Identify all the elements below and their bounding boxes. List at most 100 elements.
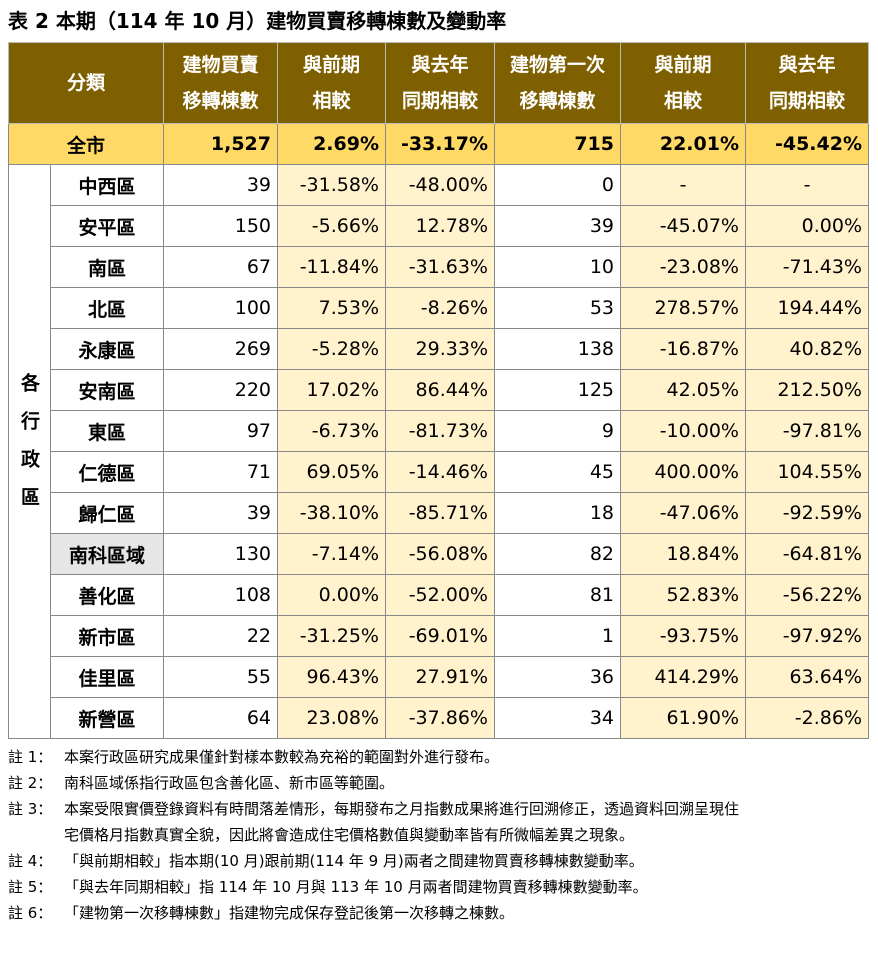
header-row: 分類 建物買賣 移轉棟數 與前期 相較 與去年 同期相較 建物第一次 移轉棟數 與前期 相較 與去年同… xyxy=(8,42,869,124)
header-cell: 分類 xyxy=(8,42,164,124)
value-cell: -56.08% xyxy=(385,533,495,575)
value-cell: 130 xyxy=(163,533,278,575)
value-cell: -5.66% xyxy=(277,205,386,247)
data-row: 歸仁區 39 -38.10% -85.71% 18 -47.06% -92.59% xyxy=(9,492,869,534)
value-cell: -37.86% xyxy=(385,697,495,739)
value-cell: 23.08% xyxy=(277,697,386,739)
header-cell: 與去年 同期相較 xyxy=(745,42,869,124)
value-cell: 34 xyxy=(494,697,621,739)
value-cell: 81 xyxy=(494,574,621,616)
value-cell: 63.64% xyxy=(745,656,869,698)
value-cell: -47.06% xyxy=(620,492,746,534)
value-cell: 12.78% xyxy=(385,205,495,247)
value-cell: 278.57% xyxy=(620,287,746,329)
data-row: 新市區 22 -31.25% -69.01% 1 -93.75% -97.92% xyxy=(9,615,869,657)
value-cell: -31.25% xyxy=(277,615,386,657)
value-cell: 96.43% xyxy=(277,656,386,698)
header-line: 移轉棟數 xyxy=(519,90,596,112)
value-cell: -38.10% xyxy=(277,492,386,534)
value-cell: 18.84% xyxy=(620,533,746,575)
value-cell: -48.00% xyxy=(385,164,495,206)
header-line: 分類 xyxy=(66,72,105,94)
value-cell: 10 xyxy=(494,246,621,288)
data-row: 北區 100 7.53% -8.26% 53 278.57% 194.44% xyxy=(9,287,869,329)
value-cell: 1 xyxy=(494,615,621,657)
value-cell: -71.43% xyxy=(745,246,869,288)
value-cell: -45.42% xyxy=(745,123,869,165)
district-cell: 永康區 xyxy=(50,328,164,370)
value-cell: -14.46% xyxy=(385,451,495,493)
value-cell: 414.29% xyxy=(620,656,746,698)
data-row: 新營區 64 23.08% -37.86% 34 61.90% -2.86% xyxy=(9,697,869,739)
note-line: 「與去年同期相較」指 114 年 10 月與 113 年 10 月兩者間建物買賣… xyxy=(64,878,648,896)
value-cell: 40.82% xyxy=(745,328,869,370)
value-cell: 82 xyxy=(494,533,621,575)
data-row: 仁德區 71 69.05% -14.46% 45 400.00% 104.55% xyxy=(9,451,869,493)
value-cell: -56.22% xyxy=(745,574,869,616)
value-cell: -2.86% xyxy=(745,697,869,739)
value-cell: - xyxy=(620,164,746,206)
total-row: 全市 1,527 2.69% -33.17% 715 22.01% -45.42% xyxy=(8,123,869,165)
value-cell: 61.90% xyxy=(620,697,746,739)
value-cell: 64 xyxy=(163,697,278,739)
value-cell: 7.53% xyxy=(277,287,386,329)
value-cell: 220 xyxy=(163,369,278,411)
value-cell: -97.92% xyxy=(745,615,869,657)
header-line: 建物買賣 xyxy=(182,54,259,76)
value-cell: 1,527 xyxy=(163,123,278,165)
value-cell: -23.08% xyxy=(620,246,746,288)
data-row: 各行政區 中西區 39 -31.58% -48.00% 0- - xyxy=(8,164,869,739)
district-cell: 新市區 xyxy=(50,615,164,657)
header-cell: 建物第一次 移轉棟數 xyxy=(494,42,621,124)
data-row: 南科區域 130 -7.14% -56.08% 82 18.84% -64.81% xyxy=(9,533,869,575)
district-cell: 安南區 xyxy=(50,369,164,411)
value-cell: 9 xyxy=(494,410,621,452)
header-line: 移轉棟數 xyxy=(182,90,259,112)
header-cell: 與前期 相較 xyxy=(620,42,746,124)
district-cell: 南科區域 xyxy=(50,533,164,575)
note: 註 2： 南科區域係指行政區包含善化區、新市區等範圍。 xyxy=(8,770,739,796)
header-line: 相較 xyxy=(312,90,351,112)
value-cell: 69.05% xyxy=(277,451,386,493)
value-cell: -31.63% xyxy=(385,246,495,288)
value-cell: 18 xyxy=(494,492,621,534)
data-row: 善化區 108 0.00% -52.00% 81 52.83% -56.22% xyxy=(9,574,869,616)
note-label: 註 3： xyxy=(8,800,53,818)
value-cell: 0.00% xyxy=(745,205,869,247)
value-cell: 269 xyxy=(163,328,278,370)
value-cell: - xyxy=(745,164,869,206)
value-cell: 0.00% xyxy=(277,574,386,616)
note: 註 1： 本案行政區研究成果僅針對樣本數較為充裕的範圍對外進行發布。 xyxy=(8,744,739,770)
note-label: 註 5： xyxy=(8,878,53,896)
value-cell: 22.01% xyxy=(620,123,746,165)
header-line: 相較 xyxy=(663,90,702,112)
value-cell: 104.55% xyxy=(745,451,869,493)
header-line: 與前期 xyxy=(302,54,360,76)
value-cell: 39 xyxy=(163,164,278,206)
district-cell: 北區 xyxy=(50,287,164,329)
value-cell: 52.83% xyxy=(620,574,746,616)
data-row: 永康區 269 -5.28% 29.33% 138 -16.87% 40.82% xyxy=(9,328,869,370)
district-cell: 仁德區 xyxy=(50,451,164,493)
data-row: 佳里區 55 96.43% 27.91% 36 414.29% 63.64% xyxy=(9,656,869,698)
district-cell: 中西區 xyxy=(50,164,164,206)
value-cell: 125 xyxy=(494,369,621,411)
value-cell: -85.71% xyxy=(385,492,495,534)
header-line: 與前期 xyxy=(654,54,712,76)
note-text: 南科區域係指行政區包含善化區、新市區等範圍。 xyxy=(64,770,394,796)
value-cell: -93.75% xyxy=(620,615,746,657)
header-line: 與去年 xyxy=(411,54,469,76)
district-cell: 新營區 xyxy=(50,697,164,739)
value-cell: 194.44% xyxy=(745,287,869,329)
group-label: 各行政區 xyxy=(18,373,40,525)
table: 分類 建物買賣 移轉棟數 與前期 相較 與去年 同期相較 建物第一次 移轉棟數 與前期 相較 與去年同… xyxy=(8,42,869,739)
title: 表 2 本期（114 年 10 月）建物買賣移轉棟數及變動率 xyxy=(8,9,507,33)
value-cell: -81.73% xyxy=(385,410,495,452)
value-cell: -52.00% xyxy=(385,574,495,616)
note-label: 註 2： xyxy=(8,774,53,792)
value-cell: 97 xyxy=(163,410,278,452)
note-text: 「建物第一次移轉棟數」指建物完成保存登記後第一次移轉之棟數。 xyxy=(64,900,514,926)
header-line: 同期相較 xyxy=(401,90,478,112)
header-line: 建物第一次 xyxy=(509,54,605,76)
header-cell: 建物買賣 移轉棟數 xyxy=(163,42,278,124)
